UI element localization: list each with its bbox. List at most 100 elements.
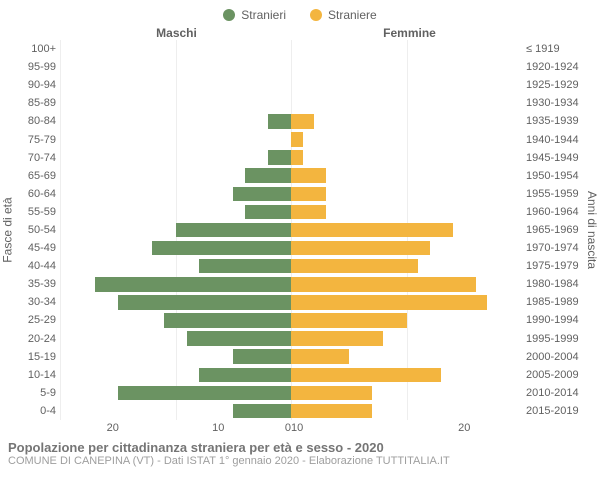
birth-label: 1970-1974 bbox=[522, 239, 584, 257]
birth-label: 2010-2014 bbox=[522, 384, 584, 402]
birth-label: 1960-1964 bbox=[522, 203, 584, 221]
birth-label: 1995-1999 bbox=[522, 330, 584, 348]
bar-male bbox=[199, 259, 291, 273]
age-label: 20-24 bbox=[16, 330, 60, 348]
bar-female bbox=[291, 386, 372, 400]
birth-label: 1920-1924 bbox=[522, 58, 584, 76]
age-label: 45-49 bbox=[16, 239, 60, 257]
plot-area bbox=[60, 40, 522, 420]
birth-label: 1925-1929 bbox=[522, 76, 584, 94]
bar-female bbox=[291, 223, 453, 237]
bar-female bbox=[291, 404, 372, 418]
age-label: 85-89 bbox=[16, 94, 60, 112]
birth-label: ≤ 1919 bbox=[522, 40, 584, 58]
bar-female bbox=[291, 205, 326, 219]
age-label: 5-9 bbox=[16, 384, 60, 402]
legend-label-female: Straniere bbox=[328, 8, 377, 22]
x-tick: 20 bbox=[60, 422, 166, 434]
bar-female bbox=[291, 349, 349, 363]
bar-female bbox=[291, 259, 418, 273]
bar-male bbox=[118, 295, 291, 309]
bar-male bbox=[164, 313, 291, 327]
x-tick: 20 bbox=[407, 422, 523, 434]
bar-male bbox=[95, 277, 291, 291]
x-tick: 10 bbox=[166, 422, 272, 434]
birth-label: 2005-2009 bbox=[522, 366, 584, 384]
legend-item-male: Stranieri bbox=[223, 8, 286, 22]
bar-female bbox=[291, 295, 487, 309]
birth-label: 1940-1944 bbox=[522, 130, 584, 148]
birth-label: 2000-2004 bbox=[522, 348, 584, 366]
chart-title: Popolazione per cittadinanza straniera p… bbox=[8, 440, 592, 455]
x-axis: 01020 1020 bbox=[0, 422, 600, 434]
x-tick: 10 bbox=[291, 422, 407, 434]
bar-female bbox=[291, 331, 383, 345]
age-label: 75-79 bbox=[16, 130, 60, 148]
birth-label: 1950-1954 bbox=[522, 167, 584, 185]
age-label: 15-19 bbox=[16, 348, 60, 366]
column-headers: Maschi Femmine bbox=[0, 26, 600, 40]
pyramid-chart: Fasce di età 100+95-9990-9485-8980-8475-… bbox=[0, 40, 600, 420]
bar-male bbox=[152, 241, 291, 255]
legend-swatch-female bbox=[310, 9, 322, 21]
bar-male bbox=[199, 368, 291, 382]
age-label: 25-29 bbox=[16, 311, 60, 329]
header-male: Maschi bbox=[60, 26, 293, 40]
bar-female bbox=[291, 187, 326, 201]
bar-female bbox=[291, 132, 303, 146]
age-label: 0-4 bbox=[16, 402, 60, 420]
age-label: 55-59 bbox=[16, 203, 60, 221]
legend: Stranieri Straniere bbox=[0, 0, 600, 26]
bar-male bbox=[118, 386, 291, 400]
age-label: 50-54 bbox=[16, 221, 60, 239]
birth-label: 1990-1994 bbox=[522, 311, 584, 329]
bar-female bbox=[291, 150, 303, 164]
age-label: 65-69 bbox=[16, 167, 60, 185]
chart-subtitle: COMUNE DI CANEPINA (VT) - Dati ISTAT 1° … bbox=[8, 455, 592, 467]
birth-label: 1980-1984 bbox=[522, 275, 584, 293]
bar-male bbox=[245, 205, 291, 219]
age-label: 35-39 bbox=[16, 275, 60, 293]
x-tick: 0 bbox=[271, 422, 291, 434]
birth-label: 1930-1934 bbox=[522, 94, 584, 112]
y-axis-birth: ≤ 19191920-19241925-19291930-19341935-19… bbox=[522, 40, 584, 420]
age-label: 70-74 bbox=[16, 149, 60, 167]
bar-male bbox=[187, 331, 291, 345]
birth-label: 1975-1979 bbox=[522, 257, 584, 275]
bar-female bbox=[291, 241, 430, 255]
legend-item-female: Straniere bbox=[310, 8, 377, 22]
birth-label: 2015-2019 bbox=[522, 402, 584, 420]
bar-male bbox=[233, 404, 291, 418]
bars-female bbox=[291, 40, 522, 420]
bar-female bbox=[291, 168, 326, 182]
bar-female bbox=[291, 114, 314, 128]
bars-male bbox=[60, 40, 291, 420]
bar-male bbox=[245, 168, 291, 182]
age-label: 30-34 bbox=[16, 293, 60, 311]
legend-swatch-male bbox=[223, 9, 235, 21]
age-label: 10-14 bbox=[16, 366, 60, 384]
birth-label: 1985-1989 bbox=[522, 293, 584, 311]
bar-male bbox=[233, 349, 291, 363]
birth-label: 1955-1959 bbox=[522, 185, 584, 203]
age-label: 60-64 bbox=[16, 185, 60, 203]
bar-female bbox=[291, 277, 476, 291]
chart-footer: Popolazione per cittadinanza straniera p… bbox=[0, 434, 600, 467]
y-axis-title-right: Anni di nascita bbox=[584, 40, 600, 420]
y-axis-title-left: Fasce di età bbox=[0, 40, 16, 420]
age-label: 80-84 bbox=[16, 112, 60, 130]
birth-label: 1965-1969 bbox=[522, 221, 584, 239]
y-axis-age: 100+95-9990-9485-8980-8475-7970-7465-696… bbox=[16, 40, 60, 420]
bar-male bbox=[268, 150, 291, 164]
header-female: Femmine bbox=[293, 26, 526, 40]
bar-female bbox=[291, 313, 407, 327]
bar-female bbox=[291, 368, 441, 382]
age-label: 40-44 bbox=[16, 257, 60, 275]
birth-label: 1945-1949 bbox=[522, 149, 584, 167]
bar-male bbox=[233, 187, 291, 201]
age-label: 90-94 bbox=[16, 76, 60, 94]
age-label: 95-99 bbox=[16, 58, 60, 76]
birth-label: 1935-1939 bbox=[522, 112, 584, 130]
age-label: 100+ bbox=[16, 40, 60, 58]
bar-male bbox=[268, 114, 291, 128]
